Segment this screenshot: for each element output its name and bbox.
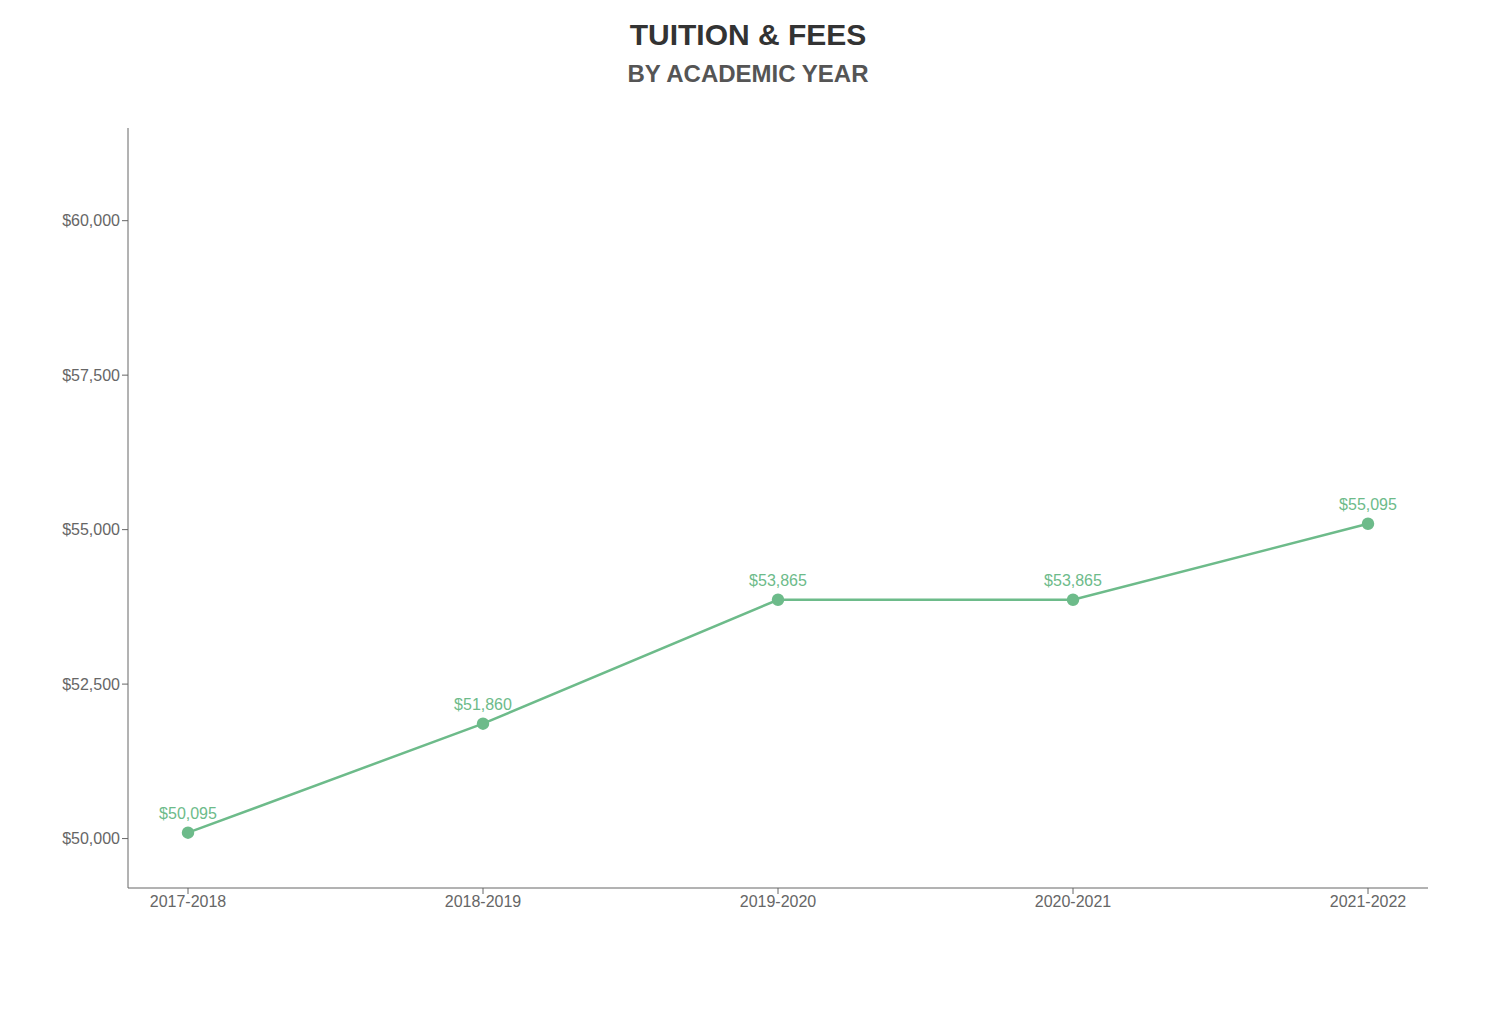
svg-text:2017-2018: 2017-2018 [150,893,227,910]
svg-text:2019-2020: 2019-2020 [740,893,817,910]
svg-text:$50,000: $50,000 [62,830,120,847]
svg-text:$57,500: $57,500 [62,367,120,384]
svg-text:$55,095: $55,095 [1339,496,1397,513]
svg-text:2018-2019: 2018-2019 [445,893,522,910]
svg-text:$51,860: $51,860 [454,696,512,713]
svg-text:$55,000: $55,000 [62,521,120,538]
svg-text:$53,865: $53,865 [749,572,807,589]
html-text:BY ACADEMIC YEAR: BY ACADEMIC YEAR [627,60,869,87]
svg-text:2021-2022: 2021-2022 [1330,893,1407,910]
svg-text:$52,500: $52,500 [62,676,120,693]
html-text:TUITION & FEES: TUITION & FEES [629,18,867,51]
svg-text:2020-2021: 2020-2021 [1035,893,1112,910]
svg-text:$53,865: $53,865 [1044,572,1102,589]
svg-text:$50,095: $50,095 [159,805,217,822]
svg-text:$60,000: $60,000 [62,212,120,229]
